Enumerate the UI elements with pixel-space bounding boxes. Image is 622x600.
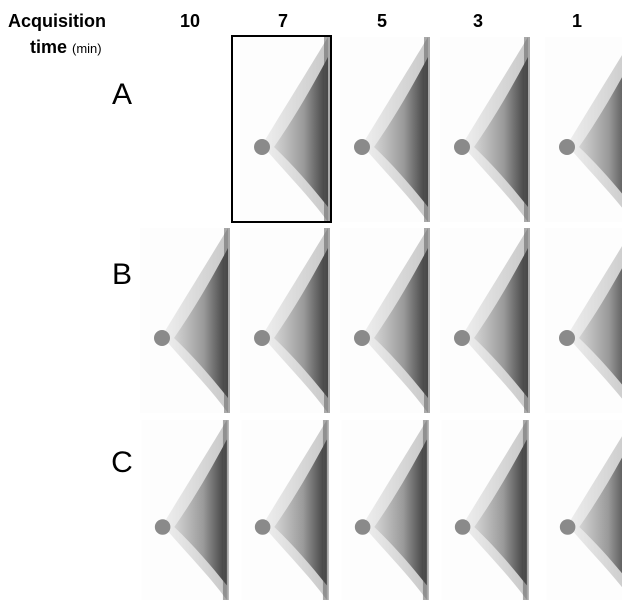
scan-image [141,420,229,600]
header-line2: time (min) [30,37,102,57]
row-label: B [112,258,132,291]
scan-image [545,37,622,222]
image-grid [140,37,622,600]
scan-image [140,228,230,413]
scan-image [241,420,329,600]
header-time: time [30,37,67,57]
scan-image [440,37,530,222]
scan-image [340,37,430,222]
row-label: A [112,78,132,111]
column-label: 1 [572,11,582,31]
column-label: 10 [180,11,200,31]
scan-image [340,228,430,413]
scan-image [546,420,622,600]
figure: Acquisition time (min) 10 7 5 3 1 A B C [0,0,622,600]
column-label: 5 [377,11,387,31]
scan-image [440,228,530,413]
scan-image [240,37,330,222]
column-label: 7 [278,11,288,31]
row-label: C [111,446,133,479]
header-line1: Acquisition [8,11,106,31]
header-unit: (min) [72,41,102,56]
scan-image [545,228,622,413]
column-label: 3 [473,11,483,31]
scan-image [240,228,330,413]
scan-image [441,420,529,600]
scan-image [341,420,429,600]
